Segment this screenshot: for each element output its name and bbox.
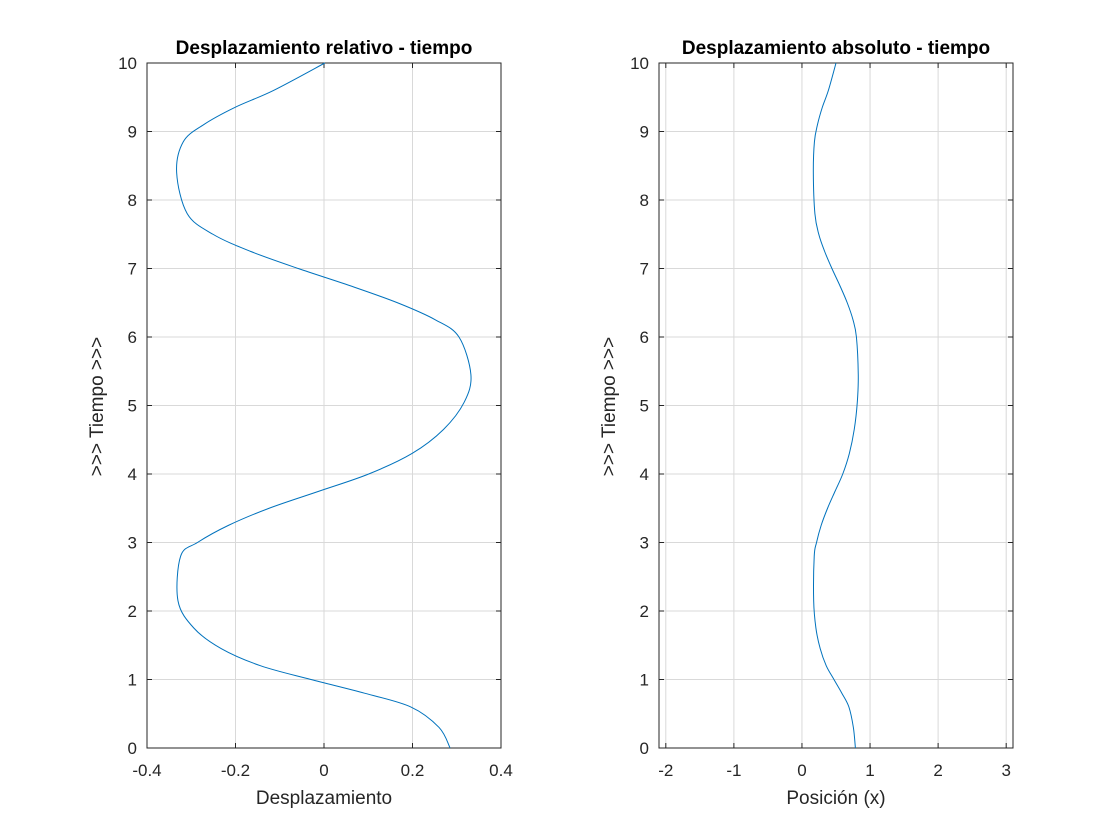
absolute-y-tick-label: 9	[640, 123, 649, 142]
relative-chart: -0.4 -0.2 0 0.2 0.4 0 1 2 3 4 5 6 7 8 9 10 Desplazamient…	[87, 38, 513, 809]
absolute-y-tick-label: 5	[640, 397, 649, 416]
relative-x-tick-label: 0	[319, 761, 328, 780]
absolute-y-tick-label: 3	[640, 534, 649, 553]
absolute-y-tick-label: 8	[640, 191, 649, 210]
absolute-y-tick-label: 10	[630, 54, 649, 73]
relative-x-axis-label: Desplazamiento	[256, 788, 392, 809]
absolute-y-tick-label: 4	[640, 465, 649, 484]
relative-y-tick-label: 1	[128, 671, 137, 690]
relative-y-axis-label: >>> Tiempo >>>	[87, 337, 108, 476]
relative-x-tick-label: 0.4	[489, 761, 513, 780]
absolute-y-tick-label: 1	[640, 671, 649, 690]
relative-y-tick-label: 9	[128, 123, 137, 142]
absolute-chart: -2 -1 0 1 2 3 0 1 2 3 4 5 6 7 8 9 10 Desplazamiento absol…	[599, 38, 1014, 809]
absolute-x-tick-label: 1	[865, 761, 874, 780]
absolute-y-tick-label: 0	[640, 739, 649, 758]
relative-y-tick-label: 2	[128, 602, 137, 621]
relative-y-tick-label: 8	[128, 191, 137, 210]
relative-y-tick-label: 4	[128, 465, 137, 484]
relative-x-tick-label: -0.2	[221, 761, 250, 780]
absolute-x-tick-label: -1	[726, 761, 741, 780]
absolute-y-tick-label: 2	[640, 602, 649, 621]
absolute-chart-title: Desplazamiento absoluto - tiempo	[682, 38, 990, 59]
relative-x-tick-label: -0.4	[132, 761, 161, 780]
relative-y-tick-label: 6	[128, 328, 137, 347]
absolute-y-axis-label: >>> Tiempo >>>	[599, 337, 620, 476]
relative-y-tick-label: 3	[128, 534, 137, 553]
relative-x-tick-label: 0.2	[401, 761, 425, 780]
relative-y-tick-label: 5	[128, 397, 137, 416]
absolute-series-line	[812, 62, 859, 749]
relative-y-tick-label: 7	[128, 260, 137, 279]
relative-y-tick-label: 0	[128, 739, 137, 758]
relative-chart-title: Desplazamiento relativo - tiempo	[176, 38, 473, 59]
absolute-y-tick-label: 6	[640, 328, 649, 347]
relative-series-line	[176, 62, 472, 749]
absolute-x-tick-label: -2	[658, 761, 673, 780]
absolute-y-tick-label: 7	[640, 260, 649, 279]
absolute-x-tick-label: 3	[1001, 761, 1010, 780]
absolute-x-tick-label: 0	[797, 761, 806, 780]
absolute-x-axis-label: Posición (x)	[786, 788, 885, 809]
relative-y-tick-label: 10	[118, 54, 137, 73]
absolute-x-tick-label: 2	[933, 761, 942, 780]
